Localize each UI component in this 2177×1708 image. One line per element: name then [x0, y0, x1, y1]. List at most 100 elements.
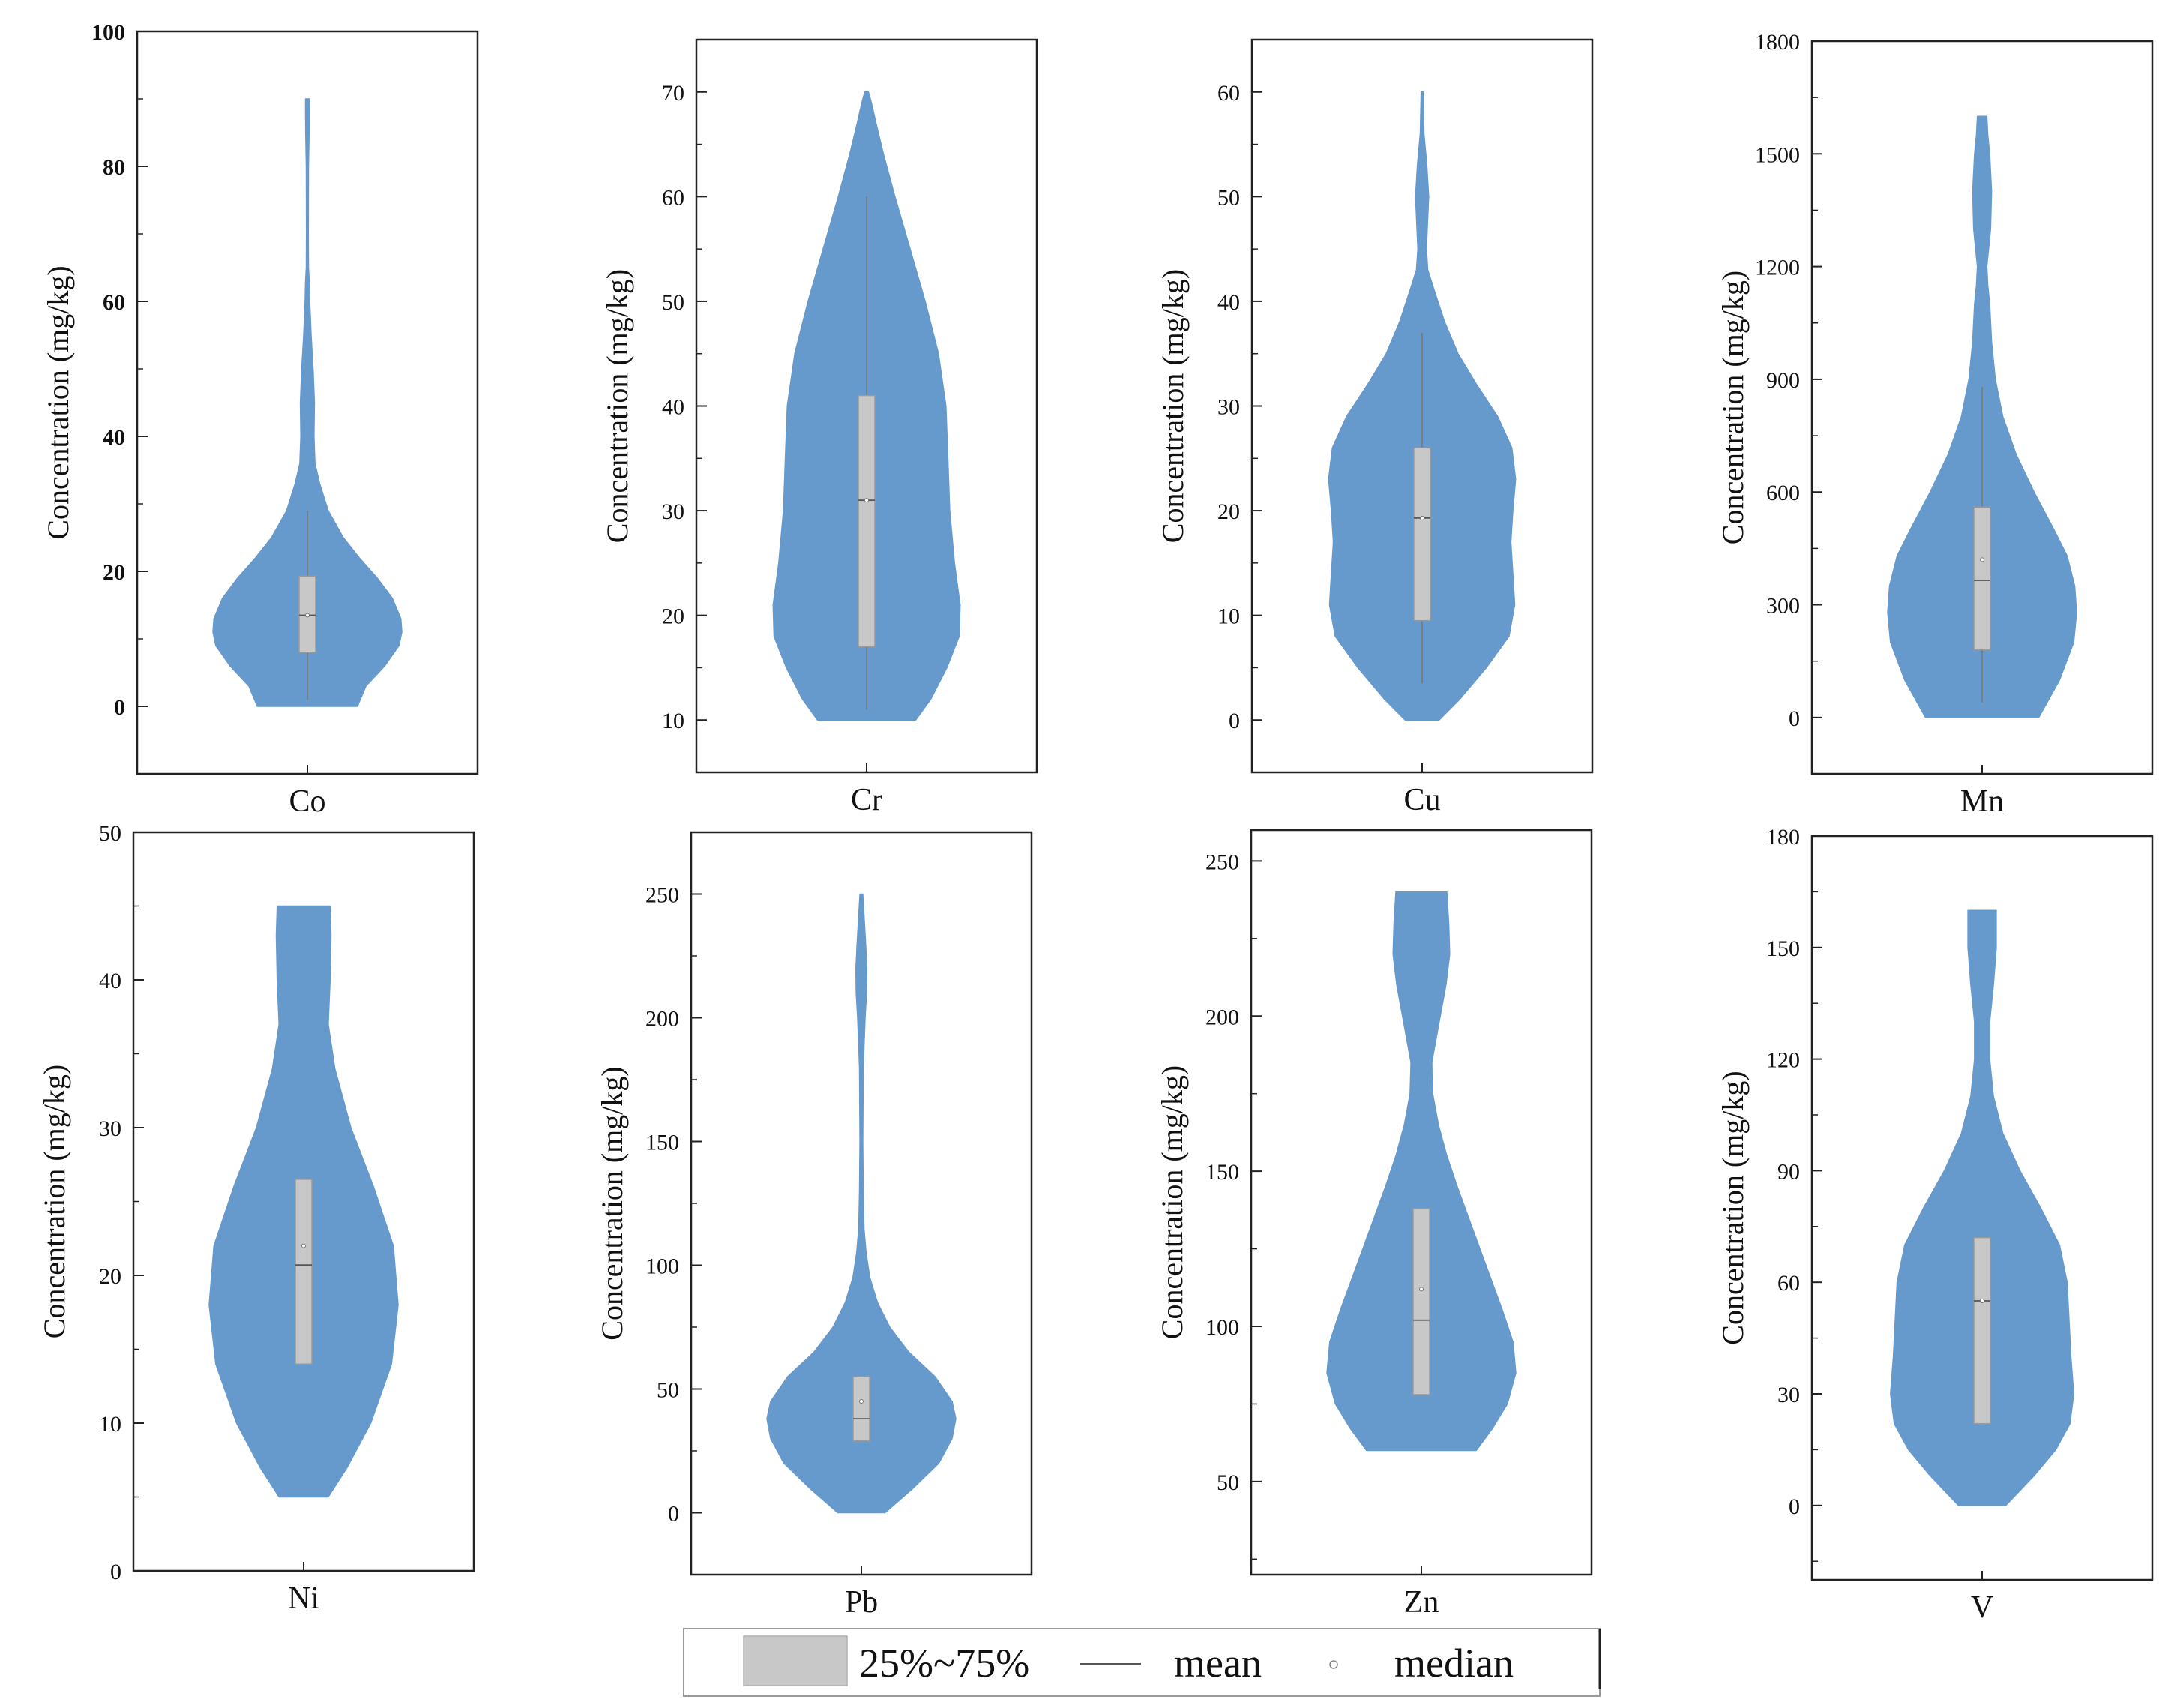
violin-pb — [766, 893, 957, 1514]
y-tick-label-cr: 70 — [662, 81, 684, 106]
median-marker-ni — [301, 1243, 306, 1248]
y-tick-label-v: 90 — [1777, 1159, 1800, 1184]
median-marker-mn — [1980, 557, 1984, 562]
y-tick-label-mn: 900 — [1766, 368, 1800, 393]
y-tick-label-zn: 150 — [1205, 1160, 1239, 1185]
iqr-box-cr — [858, 394, 876, 648]
y-tick-label-cr: 60 — [662, 185, 684, 210]
y-tick-label-mn: 600 — [1766, 481, 1800, 505]
legend-median-swatch — [1329, 1660, 1338, 1669]
y-tick-label-co: 80 — [103, 155, 125, 180]
y-tick-label-co: 60 — [103, 290, 125, 315]
legend-median-label: median — [1394, 1641, 1514, 1686]
y-axis-title-cu: Concentration (mg/kg) — [1156, 269, 1190, 543]
y-tick-label-mn: 1800 — [1755, 30, 1800, 55]
y-tick-label-cu: 10 — [1217, 604, 1240, 629]
y-tick-label-co: 40 — [103, 425, 125, 450]
y-tick-label-co: 100 — [91, 20, 125, 45]
median-marker-co — [305, 613, 310, 618]
y-tick-label-cr: 50 — [662, 290, 684, 315]
y-tick-label-cu: 40 — [1217, 290, 1240, 315]
violin-zn — [1326, 891, 1517, 1452]
iqr-box-zn — [1412, 1208, 1430, 1395]
y-tick-label-ni: 50 — [99, 821, 121, 846]
y-tick-label-zn: 250 — [1205, 850, 1239, 874]
median-marker-cr — [864, 498, 869, 503]
y-tick-label-cr: 40 — [662, 395, 684, 420]
y-tick-label-mn: 300 — [1766, 594, 1800, 619]
y-tick-label-mn: 1200 — [1755, 256, 1800, 280]
y-tick-label-pb: 200 — [645, 1007, 679, 1032]
y-tick-label-pb: 150 — [645, 1131, 679, 1155]
y-axis-title-pb: Concentration (mg/kg) — [595, 1066, 629, 1340]
x-label-mn: Mn — [1960, 784, 2004, 819]
y-tick-label-mn: 0 — [1789, 706, 1800, 731]
y-axis-title-v: Concentration (mg/kg) — [1716, 1071, 1750, 1344]
median-marker-pb — [859, 1399, 864, 1404]
violin-v — [1890, 909, 2074, 1506]
y-tick-label-pb: 250 — [645, 883, 679, 908]
y-tick-label-v: 120 — [1766, 1048, 1800, 1073]
iqr-box-pb — [852, 1376, 870, 1442]
y-tick-label-v: 60 — [1777, 1271, 1800, 1296]
y-tick-label-mn: 1500 — [1755, 142, 1800, 167]
legend-box-label: 25%~75% — [859, 1641, 1029, 1686]
median-marker-zn — [1419, 1287, 1424, 1292]
y-axis-title-ni: Concentration (mg/kg) — [37, 1065, 71, 1338]
panel-cu: 0 10 20 30 40 50 60 Concentration (mg/kg) Cu — [1156, 38, 1594, 817]
x-label-pb: Pb — [845, 1585, 878, 1620]
iqr-box-cu — [1413, 447, 1431, 622]
panel-co: 0 20 40 60 80 100 Concentration (mg/kg) Co — [41, 20, 479, 819]
iqr-box-v — [1973, 1236, 1991, 1425]
y-tick-label-cr: 10 — [662, 709, 684, 733]
y-tick-label-ni: 40 — [99, 969, 121, 993]
panel-ni: 0 10 20 30 40 50 Concentration (mg/kg) Ni — [37, 821, 475, 1616]
y-axis-title-mn: Concentration (mg/kg) — [1716, 271, 1750, 544]
y-axis-title-cr: Concentration (mg/kg) — [600, 269, 634, 543]
y-tick-label-ni: 30 — [99, 1116, 121, 1141]
y-axis-title-co: Concentration (mg/kg) — [41, 265, 75, 539]
iqr-box-ni — [295, 1179, 313, 1365]
x-label-ni: Ni — [288, 1581, 319, 1616]
x-label-v: V — [1971, 1590, 1993, 1625]
y-tick-label-zn: 100 — [1205, 1315, 1239, 1340]
median-marker-cu — [1420, 515, 1424, 520]
x-label-cu: Cu — [1403, 783, 1440, 817]
panel-zn: 50 100 150 200 250 Concentration (mg/kg) Zn — [1155, 829, 1593, 1620]
y-tick-label-v: 150 — [1766, 936, 1800, 961]
y-tick-label-pb: 50 — [657, 1378, 679, 1403]
legend: 25%~75% mean median — [683, 1628, 1601, 1697]
panel-cr: 10 20 30 40 50 60 70 Concentration (mg/kg) Cr — [600, 38, 1038, 817]
violin-co — [212, 98, 403, 707]
y-tick-label-ni: 10 — [99, 1412, 121, 1437]
y-tick-label-cu: 20 — [1217, 499, 1240, 524]
y-tick-label-pb: 0 — [668, 1502, 679, 1527]
y-tick-label-pb: 100 — [645, 1254, 679, 1279]
y-tick-label-cu: 0 — [1229, 709, 1240, 733]
y-tick-label-zn: 50 — [1217, 1470, 1239, 1495]
y-tick-label-v: 30 — [1777, 1383, 1800, 1407]
x-label-cr: Cr — [851, 783, 882, 817]
y-tick-label-v: 0 — [1789, 1494, 1800, 1519]
x-label-zn: Zn — [1404, 1585, 1439, 1620]
x-label-co: Co — [289, 784, 325, 819]
y-axis-title-zn: Concentration (mg/kg) — [1155, 1065, 1189, 1339]
y-tick-label-zn: 200 — [1205, 1005, 1239, 1029]
y-tick-label-v: 180 — [1766, 825, 1800, 850]
y-tick-label-cu: 50 — [1217, 185, 1240, 210]
y-tick-label-co: 20 — [103, 560, 125, 585]
y-tick-label-cu: 60 — [1217, 81, 1240, 106]
panel-mn: 0 300 600 900 1200 1500 1800 Concentration (mg/… — [1716, 30, 2154, 819]
legend-mean-label: mean — [1174, 1641, 1262, 1686]
legend-box-swatch — [743, 1635, 848, 1686]
y-tick-label-cr: 30 — [662, 499, 684, 524]
y-tick-label-ni: 0 — [110, 1560, 121, 1584]
panel-pb: 0 50 100 150 200 250 Concentration (mg/kg) Pb — [595, 831, 1033, 1620]
y-tick-label-ni: 20 — [99, 1264, 121, 1289]
y-tick-label-cu: 30 — [1217, 395, 1240, 420]
y-tick-label-co: 0 — [114, 695, 125, 720]
panel-v: 0 30 60 90 120 150 180 Concentration (mg/kg) V — [1716, 825, 2154, 1625]
iqr-box-mn — [1973, 506, 1991, 651]
